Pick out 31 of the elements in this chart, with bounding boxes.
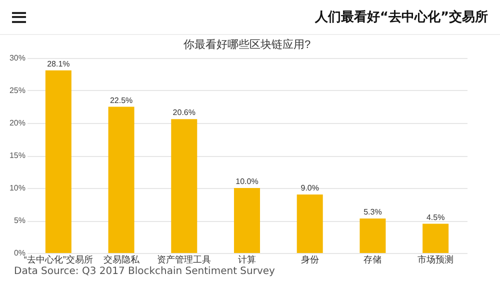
- y-tick-label: 30%: [9, 54, 26, 62]
- source-note: Data Source: Q3 2017 Blockchain Sentiment Survey: [13, 266, 276, 277]
- y-tick-label: 10%: [9, 184, 26, 192]
- bar: [296, 194, 323, 253]
- y-tick-label: 25%: [9, 86, 26, 95]
- data-label: 20.6%: [172, 108, 196, 118]
- bar: [45, 70, 72, 253]
- x-tick-label: 计算: [238, 254, 256, 264]
- chart-subtitle: 你最看好哪些区块链应用?: [183, 38, 311, 51]
- bar: [108, 106, 134, 253]
- x-tick-label: 资产管理工具: [157, 254, 212, 264]
- bar: [422, 224, 449, 253]
- bar: [234, 188, 260, 253]
- x-tick-label: 市场预测: [418, 254, 454, 264]
- data-label: 9.0%: [300, 184, 319, 192]
- data-label: 22.5%: [110, 96, 133, 105]
- y-tick-label: 15%: [9, 151, 26, 160]
- x-tick-label: 存储: [364, 254, 382, 264]
- y-tick-label: 5%: [14, 216, 26, 225]
- bar: [360, 218, 386, 253]
- data-label: 28.1%: [47, 59, 70, 68]
- data-label: 10.0%: [236, 177, 258, 186]
- data-label: 4.5%: [426, 212, 445, 222]
- x-tick-label: 交易隐私: [103, 254, 140, 264]
- x-tick-label: “去中心化”交易所: [24, 254, 93, 264]
- chart-title: 人们最看好“去中心化”交易所: [314, 8, 488, 26]
- y-tick-label: 0%: [14, 248, 26, 258]
- bar: [171, 119, 198, 253]
- x-tick-label: 身份: [300, 254, 319, 264]
- data-label: 5.3%: [364, 208, 382, 217]
- y-tick-label: 20%: [9, 118, 26, 128]
